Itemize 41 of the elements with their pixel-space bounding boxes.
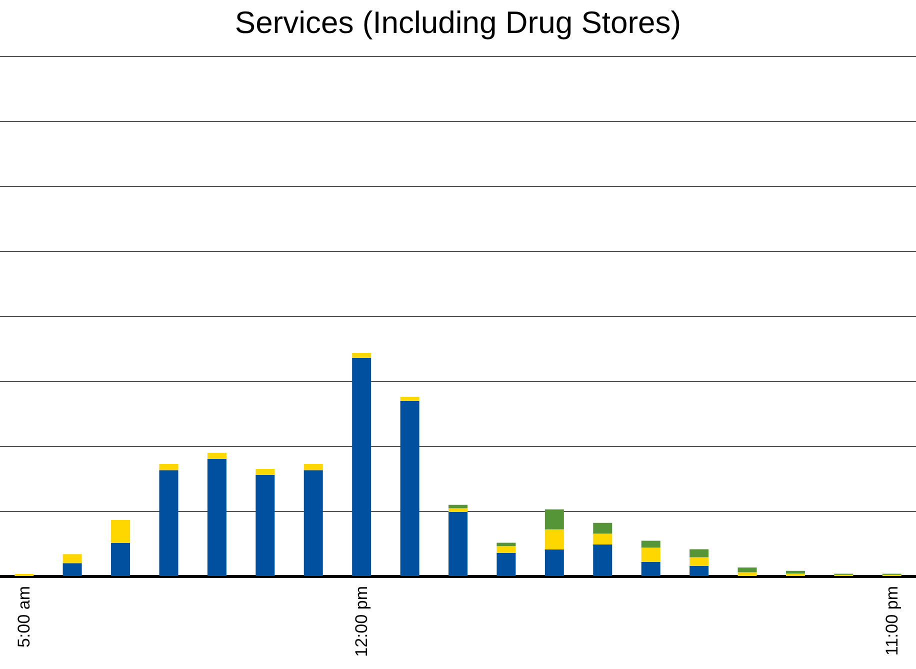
bar xyxy=(111,520,130,543)
bar xyxy=(593,544,612,576)
bar xyxy=(544,509,564,530)
bar xyxy=(448,508,468,512)
bar xyxy=(304,470,323,576)
bar xyxy=(448,512,468,576)
bar xyxy=(400,400,420,576)
bar xyxy=(256,468,275,475)
bar xyxy=(496,542,516,546)
bar xyxy=(786,570,805,574)
bar xyxy=(544,529,564,550)
bar xyxy=(352,358,372,576)
chart-title: Services (Including Drug Stores) xyxy=(234,5,682,40)
bar xyxy=(207,458,226,576)
bar xyxy=(690,557,709,566)
bar xyxy=(304,464,323,470)
bar xyxy=(641,540,660,548)
x-tick-label: 11:00 pm xyxy=(882,586,902,656)
bar xyxy=(256,474,275,576)
bar xyxy=(690,549,709,558)
bar xyxy=(352,353,372,358)
bar xyxy=(690,566,709,576)
bar xyxy=(641,548,660,562)
bar xyxy=(400,396,420,401)
bar xyxy=(641,562,660,576)
bar xyxy=(496,546,516,554)
bar xyxy=(593,534,612,545)
x-tick-label: 12:00 pm xyxy=(352,586,372,657)
x-tick-label: 5:00 am xyxy=(14,586,34,648)
bar xyxy=(544,549,564,576)
bar xyxy=(62,563,82,576)
bar xyxy=(111,542,130,576)
bar xyxy=(159,464,178,470)
bar xyxy=(159,470,178,576)
bar xyxy=(448,504,468,508)
bar xyxy=(738,568,757,572)
bar xyxy=(207,452,226,459)
bar xyxy=(593,522,612,534)
bar xyxy=(62,554,82,564)
bar xyxy=(738,572,757,576)
bar xyxy=(496,553,516,576)
